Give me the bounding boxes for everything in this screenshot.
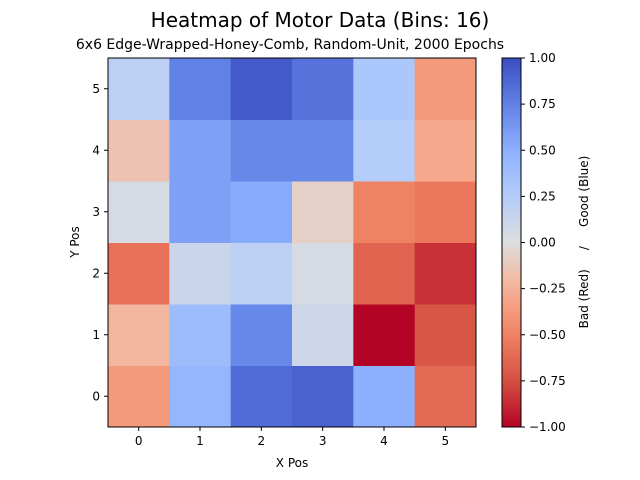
heatmap-cell [169, 181, 232, 243]
heatmap-cell [108, 119, 170, 182]
heatmap-cell [108, 365, 170, 428]
heatmap-cell [169, 242, 232, 305]
colorbar-tick-label: 0.00 [529, 236, 556, 250]
heatmap-cell [414, 242, 477, 305]
heatmap-cell [230, 242, 293, 305]
plot-frame [107, 57, 477, 428]
colorbar-tick-label: 0.75 [529, 97, 556, 111]
colorbar-tick-label: −0.75 [529, 374, 566, 388]
heatmap-cell [292, 304, 354, 366]
x-tick-label: 0 [135, 434, 143, 448]
x-tick-label: 2 [258, 434, 266, 448]
heatmap-cell [414, 58, 477, 120]
heatmap-cell [414, 304, 477, 366]
heatmap-cells [108, 58, 477, 428]
heatmap-cell [169, 58, 232, 120]
y-tick-label: 5 [92, 82, 100, 96]
heatmap-cell [108, 181, 170, 243]
heatmap-cell [292, 181, 354, 243]
heatmap-cell [230, 304, 293, 366]
y-axis-label: Y Pos [68, 226, 82, 259]
colorbar-tick-label: 0.50 [529, 143, 556, 157]
colorbar-tick-label: −0.50 [529, 328, 566, 342]
colorbar-tick-label: 0.25 [529, 189, 556, 203]
heatmap-cell [230, 365, 293, 428]
y-tick-label: 4 [92, 143, 100, 157]
colorbar-tick-label: 1.00 [529, 51, 556, 65]
y-tick-label: 3 [92, 205, 100, 219]
y-axis: 0 1 2 3 4 5 [92, 82, 108, 403]
heatmap-cell [292, 365, 354, 428]
x-tick-label: 4 [380, 434, 388, 448]
x-tick-label: 1 [196, 434, 204, 448]
heatmap-cell [353, 181, 416, 243]
heatmap-cell [230, 119, 293, 182]
heatmap-cell [292, 242, 354, 305]
colorbar-ticks: −1.00 −0.75 −0.50 −0.25 0.00 0.25 0.50 0.75 1.00 [521, 51, 566, 434]
heatmap-cell [108, 304, 170, 366]
colorbar-label: Bad (Red) / Good (Blue) [577, 156, 591, 329]
x-axis: 0 1 2 3 4 5 [135, 427, 449, 448]
chart-title: Heatmap of Motor Data (Bins: 16) [151, 8, 490, 32]
y-tick-label: 0 [92, 389, 100, 403]
colorbar-tick-label: −1.00 [529, 420, 566, 434]
heatmap-cell [353, 119, 416, 182]
colorbar-tick-label: −0.25 [529, 282, 566, 296]
heatmap-cell [108, 58, 170, 120]
heatmap-cell [353, 58, 416, 120]
heatmap-cell [353, 304, 416, 366]
heatmap-cell [353, 365, 416, 428]
heatmap-cell [414, 119, 477, 182]
x-tick-label: 5 [442, 434, 450, 448]
heatmap-cell [414, 181, 477, 243]
heatmap-cell [169, 119, 232, 182]
heatmap-cell [169, 365, 232, 428]
heatmap-cell [108, 242, 170, 305]
heatmap-cell [169, 304, 232, 366]
heatmap-cell [230, 58, 293, 120]
heatmap-cell [292, 119, 354, 182]
x-tick-label: 3 [319, 434, 327, 448]
x-axis-label: X Pos [276, 456, 308, 470]
chart-subtitle: 6x6 Edge-Wrapped-Honey-Comb, Random-Unit… [76, 37, 504, 53]
y-tick-label: 1 [92, 328, 100, 342]
heatmap-cell [414, 365, 477, 428]
heatmap-cell [353, 242, 416, 305]
heatmap-cell [292, 58, 354, 120]
colorbar [501, 57, 522, 428]
heatmap-cell [230, 181, 293, 243]
y-tick-label: 2 [92, 266, 100, 280]
